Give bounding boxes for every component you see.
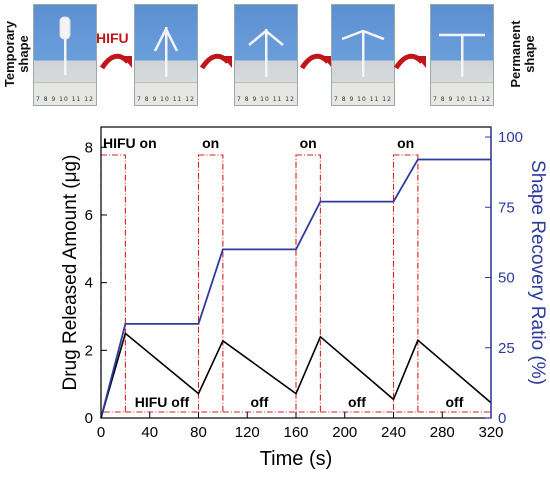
y2-tick-label: 50 <box>498 270 515 287</box>
x-axis: 0 40 80 120 160 200 240 280 320 <box>97 412 504 441</box>
x-tick-label: 200 <box>332 424 357 441</box>
curved-arrow-icon-1 <box>99 53 132 70</box>
y2-tick-label: 75 <box>498 199 515 216</box>
iud-temporary-icon <box>59 16 71 75</box>
x-tick-label: 320 <box>478 424 503 441</box>
iud-permanent-icon <box>439 33 485 77</box>
y-axis-left-title: Drug Released Amount (μg) <box>60 155 81 391</box>
y2-tick-label: 100 <box>498 129 523 146</box>
x-tick-label: 80 <box>190 424 207 441</box>
y-tick-label: 6 <box>85 207 93 224</box>
ruler: 7 8 9 10 11 12 1 <box>135 82 197 105</box>
iud-partial-icon-2 <box>248 29 284 77</box>
hifu-on-box-3 <box>295 154 321 413</box>
ruler: 7 8 9 10 11 12 1 <box>431 82 493 105</box>
off-label-2: off <box>250 394 268 410</box>
y-tick-label: 2 <box>85 342 93 359</box>
shape-photo-3: 7 8 9 10 11 12 1 <box>234 4 298 106</box>
y-axis-left: 0 2 4 6 8 <box>85 139 107 427</box>
shape-photo-4: 7 8 9 10 11 12 1 <box>331 4 395 106</box>
x-tick-label: 160 <box>283 424 308 441</box>
shape-photo-strip: Temporary shape HIFU 7 8 9 10 11 12 1 7 … <box>0 0 550 110</box>
curved-arrow-icon-3 <box>299 53 332 70</box>
y-tick-label: 8 <box>85 139 93 156</box>
hifu-arrow-label: HIFU <box>96 30 129 46</box>
shape-recovery-line <box>100 158 491 419</box>
x-axis-title: Time (s) <box>260 448 333 470</box>
curved-arrow-icon-2 <box>199 53 232 70</box>
ruler: 7 8 9 10 11 12 1 <box>34 82 96 105</box>
iud-partial-icon-1 <box>153 27 179 77</box>
on-label-3: on <box>300 135 317 151</box>
permanent-shape-label: Permanent shape <box>508 20 537 88</box>
curved-arrow-icon-4 <box>393 53 426 70</box>
off-label-4: off <box>445 394 463 410</box>
temporary-shape-label: Temporary shape <box>2 20 31 88</box>
y2-tick-label: 25 <box>498 340 515 357</box>
ruler: 7 8 9 10 11 12 1 <box>235 82 297 105</box>
x-tick-label: 280 <box>430 424 455 441</box>
on-label-4: on <box>397 135 414 151</box>
on-label-2: on <box>202 135 219 151</box>
drug-release-line <box>100 332 492 419</box>
x-tick-label: 0 <box>97 424 105 441</box>
on-label-1: HIFU on <box>103 135 157 151</box>
x-tick-label: 240 <box>381 424 406 441</box>
hifu-on-box-4 <box>392 154 419 413</box>
chart: 0 40 80 120 160 200 240 280 320 0 2 4 6 8 0 25 50 75 100… <box>60 126 548 470</box>
shape-photo-2: 7 8 9 10 11 12 1 <box>134 4 198 106</box>
y-axis-right: 0 25 50 75 100 <box>485 127 523 427</box>
y2-tick-label: 0 <box>498 410 506 427</box>
hifu-on-box-2 <box>197 154 224 413</box>
x-tick-label: 120 <box>235 424 260 441</box>
x-tick-label: 40 <box>141 424 158 441</box>
off-label-1: HIFU off <box>135 394 190 410</box>
shape-photo-1: 7 8 9 10 11 12 1 <box>33 4 97 106</box>
plot-area <box>100 158 492 419</box>
iud-partial-icon-3 <box>341 29 385 77</box>
off-label-3: off <box>348 394 366 410</box>
annotations: HIFU on on on on HIFU off off off off <box>103 135 464 410</box>
ruler: 7 8 9 10 11 12 1 <box>332 82 394 105</box>
hifu-interval-boxes <box>100 154 491 413</box>
y-axis-right-title: Shape Recovery Ratio (%) <box>527 160 548 385</box>
y-tick-label: 0 <box>85 410 93 427</box>
shape-photo-5: 7 8 9 10 11 12 1 <box>430 4 494 106</box>
y-tick-label: 4 <box>85 275 93 292</box>
